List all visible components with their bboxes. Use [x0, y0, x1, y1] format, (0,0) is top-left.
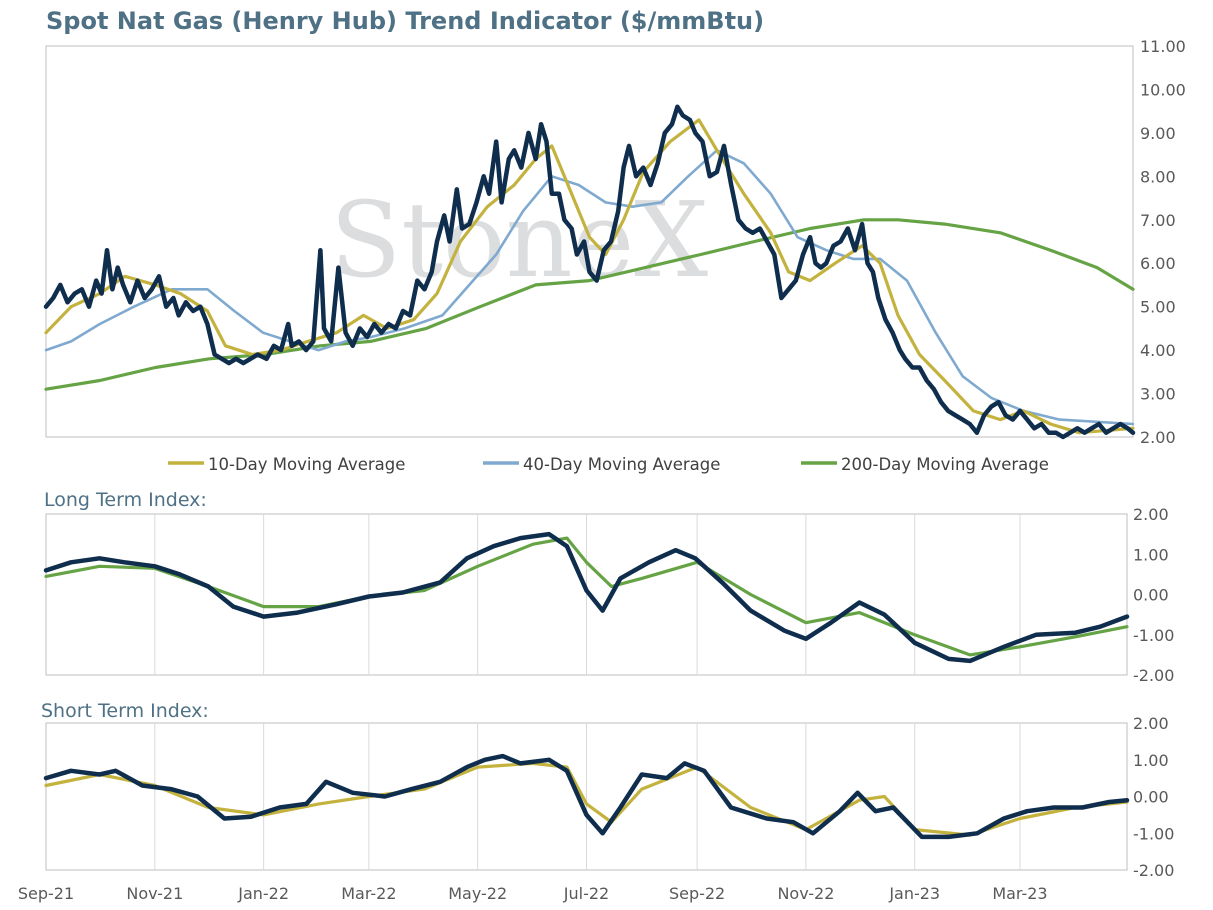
x-tick-label: May-22	[448, 884, 507, 903]
series-line-spot-panel-2	[43, 753, 1130, 840]
y-tick-label: 2.00	[1140, 428, 1176, 447]
y-tick-label: 11.00	[1140, 37, 1186, 56]
series-line-ma200-panel-1	[44, 536, 1129, 657]
y-tick-label: 3.00	[1140, 385, 1176, 404]
x-tick-label: Jan-22	[237, 884, 289, 903]
y-tick-label: -2.00	[1133, 861, 1174, 880]
series-line-ma40-panel-0	[44, 149, 1135, 426]
stonex-watermark: StoneX	[330, 179, 708, 301]
y-tick-label: 0.00	[1133, 586, 1169, 605]
y-tick-label: -1.00	[1133, 824, 1174, 843]
legend-label-ma40: 40-Day Moving Average	[523, 455, 720, 474]
x-tick-label: Jan-23	[888, 884, 940, 903]
y-tick-label: 1.00	[1133, 545, 1169, 564]
y-tick-label: -1.00	[1133, 626, 1174, 645]
chart-title: Spot Nat Gas (Henry Hub) Trend Indicator…	[46, 7, 764, 35]
x-tick-label: Mar-23	[992, 884, 1047, 903]
y-tick-label: 8.00	[1140, 167, 1176, 186]
y-tick-label: 1.00	[1133, 751, 1169, 770]
long-term-index-title: Long Term Index:	[44, 489, 207, 511]
series-line-ma200-panel-0	[44, 218, 1135, 391]
series-line-spot-panel-0	[43, 104, 1136, 440]
legend-label-ma200: 200-Day Moving Average	[841, 455, 1049, 474]
x-tick-label: Nov-21	[126, 884, 183, 903]
x-tick-label: Sep-21	[18, 884, 74, 903]
series-line-ma10-panel-0	[44, 118, 1135, 435]
x-tick-label: Jul-22	[563, 884, 609, 903]
y-tick-label: 7.00	[1140, 211, 1176, 230]
y-tick-label: -2.00	[1133, 666, 1174, 685]
y-tick-label: 10.00	[1140, 80, 1186, 99]
y-tick-label: 2.00	[1133, 505, 1169, 524]
x-tick-label: Nov-22	[777, 884, 834, 903]
x-tick-label: Mar-22	[341, 884, 396, 903]
short-term-index-title: Short Term Index:	[41, 700, 209, 722]
price-legend: 10-Day Moving Average 40-Day Moving Aver…	[168, 455, 1049, 474]
series-line-spot-panel-1	[43, 531, 1130, 664]
y-tick-label: 9.00	[1140, 124, 1176, 143]
y-tick-label: 6.00	[1140, 254, 1176, 273]
y-tick-label: 2.00	[1133, 714, 1169, 733]
y-tick-label: 0.00	[1133, 788, 1169, 807]
y-tick-label: 5.00	[1140, 298, 1176, 317]
x-tick-label: Sep-22	[669, 884, 725, 903]
y-tick-label: 4.00	[1140, 341, 1176, 360]
legend-label-ma10: 10-Day Moving Average	[208, 455, 405, 474]
price-panel-frame	[45, 45, 1134, 438]
